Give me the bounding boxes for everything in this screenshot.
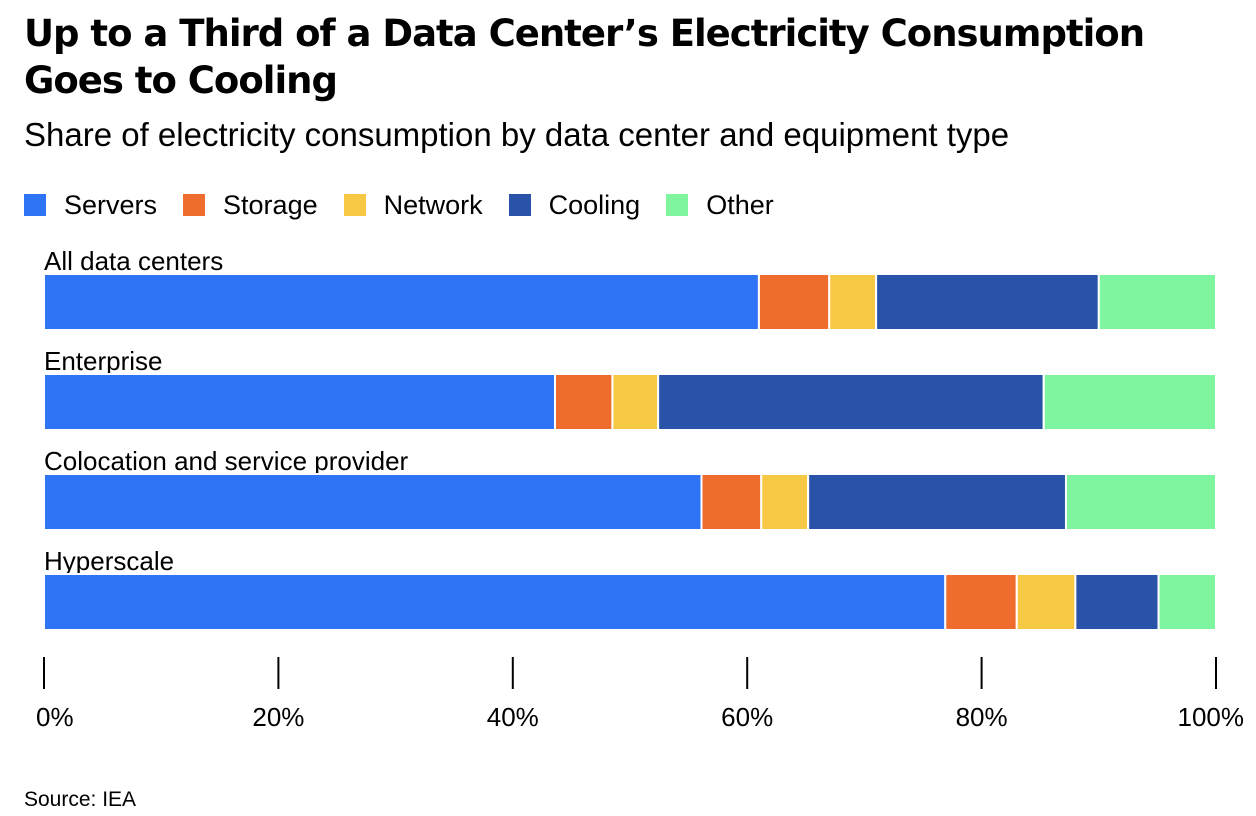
legend-label-other: Other — [706, 190, 774, 220]
bar-segment-hyperscale-cooling — [1074, 573, 1160, 631]
legend: Servers Storage Network Cooling Other — [24, 188, 800, 222]
legend-swatch-storage — [183, 194, 206, 216]
bar-segment-colocation-and-service-provider-servers — [43, 473, 703, 531]
legend-label-network: Network — [383, 190, 483, 220]
bar-segment-all-data-centers-other — [1097, 273, 1218, 331]
legend-swatch-other — [666, 194, 689, 216]
bar-segment-enterprise-storage — [553, 373, 614, 431]
x-tick-label-0: 0% — [36, 702, 74, 732]
bar-segment-colocation-and-service-provider-other — [1064, 473, 1217, 531]
legend-label-servers: Servers — [64, 190, 158, 220]
legend-item-cooling: Cooling — [508, 188, 641, 222]
category-label-colocation-and-service-provider: Colocation and service provider — [44, 446, 409, 476]
legend-swatch-cooling — [508, 194, 531, 216]
x-tick-label-100: 100% — [1178, 702, 1245, 732]
legend-swatch-servers — [24, 194, 46, 216]
legend-item-network: Network — [343, 188, 483, 222]
legend-item-other: Other — [666, 188, 774, 222]
x-tick-label-40: 40% — [487, 702, 539, 732]
bar-segment-all-data-centers-cooling — [875, 273, 1100, 331]
legend-swatch-network — [343, 194, 366, 216]
bar-segment-colocation-and-service-provider-network — [760, 473, 810, 531]
bar-segment-hyperscale-other — [1157, 573, 1217, 631]
legend-label-cooling: Cooling — [548, 190, 641, 220]
source-note: Source: IEA — [24, 788, 137, 811]
bar-segment-enterprise-network — [611, 373, 660, 431]
category-label-enterprise: Enterprise — [44, 346, 163, 376]
legend-item-servers: Servers — [24, 188, 157, 222]
legend-item-storage: Storage — [183, 188, 318, 222]
chart-title: Up to a Third of a Data Center’s Electri… — [24, 12, 1145, 102]
x-tick-label-60: 60% — [721, 702, 773, 732]
stacked-bar-chart: All data centers Enterprise Colocation and… — [36, 246, 1245, 732]
category-label-hyperscale: Hyperscale — [44, 546, 174, 576]
category-label-all-data-centers: All data centers — [44, 246, 223, 276]
bar-segment-colocation-and-service-provider-storage — [700, 473, 763, 531]
bar-segment-all-data-centers-storage — [757, 273, 831, 331]
bar-segment-enterprise-servers — [43, 373, 556, 431]
bar-segment-all-data-centers-servers — [43, 273, 760, 331]
bar-segment-hyperscale-servers — [43, 573, 947, 631]
x-tick-label-20: 20% — [252, 702, 304, 732]
bar-segment-hyperscale-storage — [944, 573, 1018, 631]
bar-segment-enterprise-other — [1042, 373, 1217, 431]
bar-segment-enterprise-cooling — [657, 373, 1045, 431]
bar-segment-hyperscale-network — [1015, 573, 1077, 631]
bar-segment-all-data-centers-network — [828, 273, 878, 331]
legend-label-storage: Storage — [223, 190, 318, 220]
bar-segment-colocation-and-service-provider-cooling — [807, 473, 1067, 531]
x-tick-label-80: 80% — [956, 702, 1008, 732]
chart-subtitle: Share of electricity consumption by data… — [24, 116, 1010, 153]
